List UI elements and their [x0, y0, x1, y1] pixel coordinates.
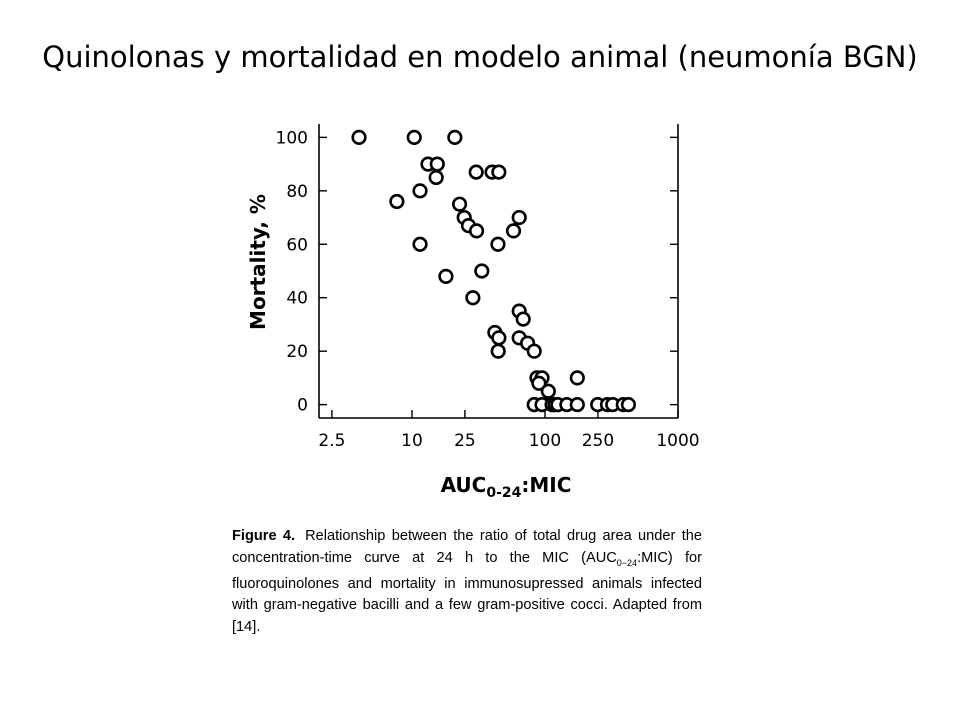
data-point [468, 223, 485, 239]
data-point [389, 193, 405, 210]
y-tick-label: 20 [286, 342, 308, 362]
y-tick-label: 80 [286, 182, 308, 202]
y-tick-label: 40 [286, 289, 308, 309]
x-axis-title: AUC0-24:MIC [441, 473, 572, 501]
data-point [412, 183, 428, 199]
figure-caption: Figure 4. Relationship between the ratio … [232, 526, 702, 638]
data-point [491, 330, 507, 346]
y-tick-label: 0 [297, 396, 308, 416]
x-axis-title-sub: 0-24 [486, 485, 521, 501]
x-axis-ticks: 2.5 10 25 100 250 1000 [318, 410, 700, 451]
data-points [351, 129, 637, 413]
y-tick-label: 100 [276, 128, 308, 148]
data-point [447, 129, 463, 145]
data-point [569, 370, 585, 386]
data-point [351, 129, 367, 145]
chart-axes [318, 124, 679, 419]
y-axis-title: Mortality, % [246, 194, 270, 330]
caption-text-sub: 0−24 [616, 557, 638, 568]
caption-text-before: Relationship between the ratio of total … [232, 528, 702, 566]
x-axis-title-main: AUC [441, 473, 487, 497]
data-point [531, 375, 547, 391]
x-tick-label: 1000 [656, 431, 699, 451]
x-tick-label: 250 [582, 431, 614, 451]
data-point [412, 236, 428, 252]
data-point [505, 223, 522, 239]
slide-title: Quinolonas y mortalidad en modelo animal… [42, 40, 918, 74]
data-point [438, 268, 454, 284]
data-point [515, 311, 531, 327]
data-point [474, 263, 490, 279]
data-point [468, 164, 484, 180]
y-tick-label: 60 [286, 235, 308, 255]
x-tick-label: 2.5 [318, 431, 345, 451]
data-point [526, 343, 542, 359]
data-point [569, 397, 585, 413]
data-point [451, 196, 468, 212]
caption-text-after: :MIC) for fluoroquinolones and mortality… [232, 549, 702, 635]
data-point [406, 129, 422, 145]
data-point [620, 397, 637, 413]
data-point [465, 290, 481, 306]
data-point [490, 236, 506, 252]
data-point [428, 169, 444, 186]
data-point [429, 156, 445, 172]
data-point [540, 383, 556, 399]
data-point [490, 343, 506, 359]
data-point [511, 209, 527, 226]
caption-label: Figure 4. [232, 528, 296, 544]
x-tick-label: 25 [454, 431, 476, 451]
data-point [491, 164, 507, 180]
y-axis-ticks: 0 20 40 60 80 100 [276, 128, 678, 416]
x-axis-title-tail: :MIC [521, 473, 571, 497]
x-tick-label: 100 [529, 431, 561, 451]
x-tick-label: 10 [401, 431, 423, 451]
